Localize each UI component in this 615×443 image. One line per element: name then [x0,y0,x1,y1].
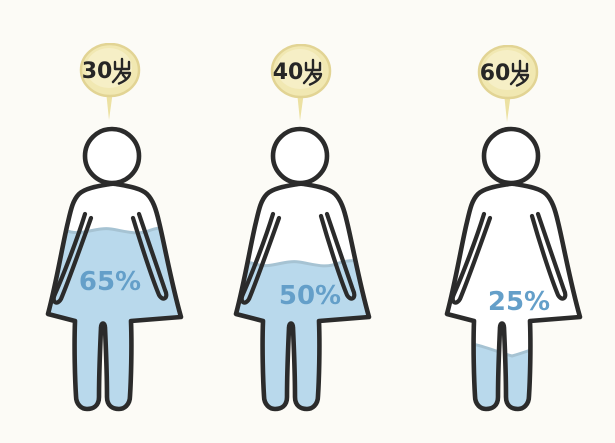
age-bubble-tail [504,93,511,122]
percent-label: 50% [279,281,341,311]
age-bubble: 40 [270,44,332,121]
figure-right-arm [130,211,169,301]
figure-head [82,126,142,186]
age-bubble-tail [106,91,113,120]
figure-head [481,126,541,186]
age-bubble-highlight [277,49,323,89]
water-fill [48,227,181,409]
age-bubble: 60 [477,45,539,122]
sui-mountain-strokes [511,59,529,73]
age-bubble-tail [297,92,304,121]
sui-evening-strokes [111,69,132,85]
body-figure: 25% [412,126,612,418]
age-bubble-highlight [484,50,530,90]
body-figure: 65% [13,126,213,418]
figure-column-age-60: 60 25% [412,0,612,443]
figure-column-age-30: 30 65% [13,0,213,443]
figure-left-arm [450,211,493,305]
sui-mountain-strokes [113,57,131,71]
sui-character-glyph [509,59,530,87]
sui-evening-strokes [509,71,530,87]
figure-left-arm [51,211,94,305]
water-fill-group [48,226,181,409]
sui-mountain-strokes [304,58,322,72]
age-number-text: 40 [273,60,304,85]
figure-right-arm [318,211,357,301]
percent-label: 25% [488,287,550,317]
age-number-text: 30 [82,59,113,84]
figure-head [270,126,330,186]
figure-column-age-40: 40 50% [201,0,401,443]
body-figure: 50% [201,126,401,418]
sui-character-glyph [302,58,323,86]
sui-evening-strokes [302,70,323,86]
age-bubble: 30 [79,43,141,120]
figure-left-arm [239,211,282,305]
age-bubble-highlight [86,48,132,88]
age-number-text: 60 [480,61,511,86]
figure-right-arm [529,211,568,301]
percent-label: 65% [79,267,141,297]
sui-character-glyph [111,57,132,85]
